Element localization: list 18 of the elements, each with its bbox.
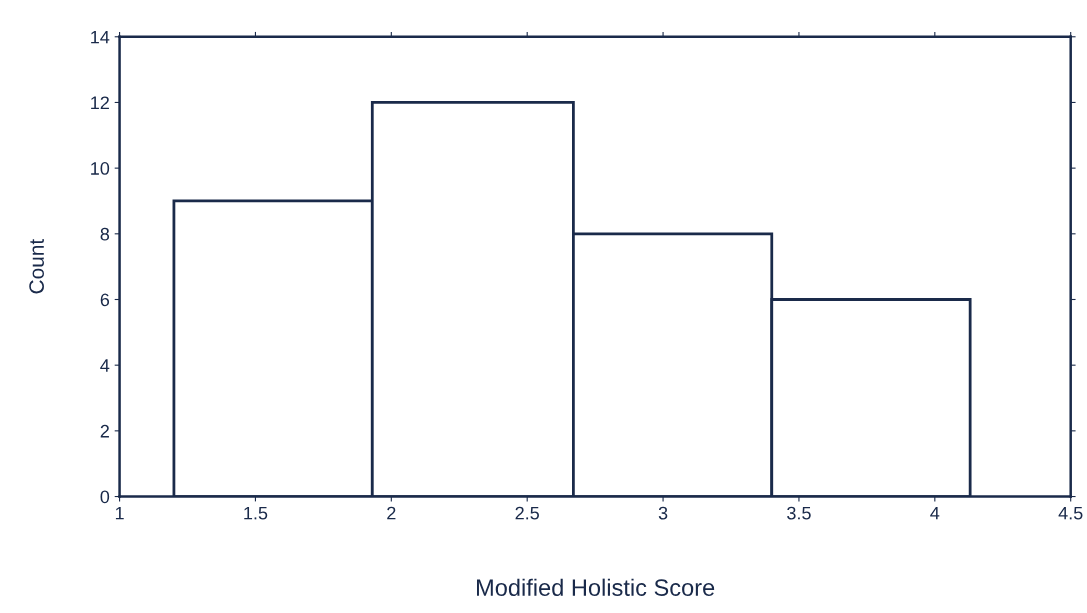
y-axis-title: Count	[29, 239, 44, 294]
x-tick-label: 4.5	[1058, 506, 1083, 520]
y-tick-label: 2	[100, 424, 109, 438]
y-tick-label: 4	[100, 359, 110, 372]
y-tick-label: 8	[100, 227, 110, 241]
x-tick-label: 1	[115, 506, 124, 520]
y-tick-label: 12	[91, 96, 109, 109]
x-tick-label: 3	[658, 506, 668, 520]
y-tick-label: 14	[91, 30, 110, 44]
y-tick-label: 6	[100, 293, 110, 307]
x-tick-label: 3.5	[787, 506, 811, 520]
x-tick-label: 1.5	[244, 506, 268, 520]
y-tick-label: 10	[91, 162, 110, 175]
x-tick-label: 2	[387, 506, 396, 520]
x-axis-title: Modified Holistic Score	[477, 578, 715, 596]
x-tick-label: 2.5	[515, 506, 539, 520]
x-tick-label: 4	[930, 506, 940, 520]
y-tick-label: 0	[100, 490, 110, 504]
